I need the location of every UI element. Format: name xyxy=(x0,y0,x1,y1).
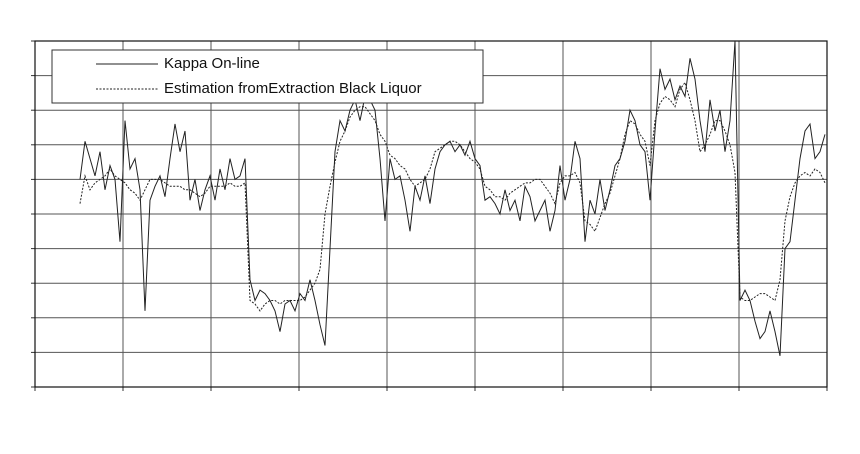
legend-label: Estimation fromExtraction Black Liquor xyxy=(164,80,422,97)
legend-label: Kappa On-line xyxy=(164,55,260,72)
plot-border xyxy=(34,40,828,388)
legend-box xyxy=(51,49,484,104)
series-line xyxy=(79,81,826,312)
